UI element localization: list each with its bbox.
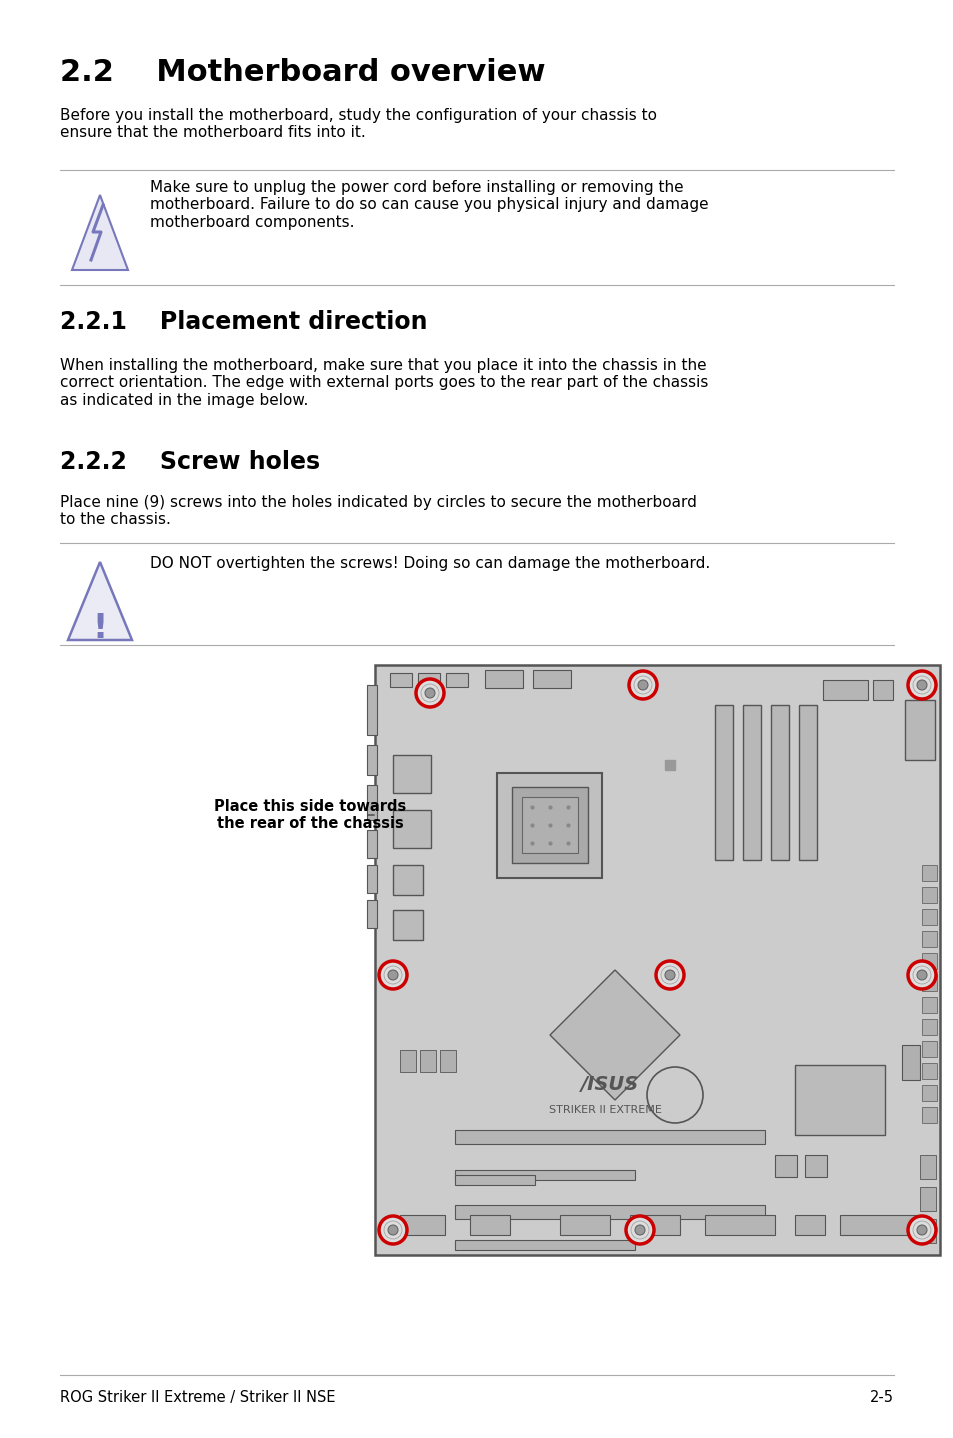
FancyBboxPatch shape	[921, 909, 936, 925]
Circle shape	[378, 1217, 407, 1244]
Circle shape	[916, 1225, 926, 1235]
FancyBboxPatch shape	[417, 673, 439, 687]
FancyBboxPatch shape	[921, 1107, 936, 1123]
Circle shape	[907, 1217, 935, 1244]
FancyBboxPatch shape	[393, 910, 422, 940]
FancyBboxPatch shape	[921, 1063, 936, 1078]
FancyBboxPatch shape	[367, 785, 376, 820]
FancyBboxPatch shape	[399, 1215, 444, 1235]
FancyBboxPatch shape	[367, 684, 376, 735]
FancyBboxPatch shape	[704, 1215, 774, 1235]
FancyBboxPatch shape	[872, 680, 892, 700]
FancyBboxPatch shape	[840, 1215, 919, 1235]
FancyBboxPatch shape	[367, 900, 376, 928]
Circle shape	[638, 680, 647, 690]
Circle shape	[378, 961, 407, 989]
Circle shape	[656, 961, 683, 989]
FancyBboxPatch shape	[921, 930, 936, 948]
Polygon shape	[68, 562, 132, 640]
FancyBboxPatch shape	[794, 1215, 824, 1235]
FancyBboxPatch shape	[367, 830, 376, 858]
FancyBboxPatch shape	[367, 745, 376, 775]
FancyBboxPatch shape	[921, 866, 936, 881]
FancyBboxPatch shape	[921, 1020, 936, 1035]
Text: 2.2.2    Screw holes: 2.2.2 Screw holes	[60, 450, 320, 475]
FancyBboxPatch shape	[921, 887, 936, 903]
FancyBboxPatch shape	[367, 866, 376, 893]
FancyBboxPatch shape	[399, 1050, 416, 1071]
FancyBboxPatch shape	[375, 664, 939, 1255]
Circle shape	[664, 971, 675, 981]
FancyBboxPatch shape	[921, 1041, 936, 1057]
FancyBboxPatch shape	[799, 705, 816, 860]
Circle shape	[625, 1217, 654, 1244]
FancyBboxPatch shape	[804, 1155, 826, 1176]
FancyBboxPatch shape	[512, 787, 587, 863]
FancyBboxPatch shape	[455, 1130, 764, 1145]
Text: /ISUS: /ISUS	[580, 1076, 639, 1094]
Circle shape	[916, 680, 926, 690]
Text: Place this side towards
the rear of the chassis: Place this side towards the rear of the …	[213, 798, 406, 831]
FancyBboxPatch shape	[714, 705, 732, 860]
Polygon shape	[71, 196, 128, 270]
FancyBboxPatch shape	[455, 1175, 535, 1185]
Text: When installing the motherboard, make sure that you place it into the chassis in: When installing the motherboard, make su…	[60, 358, 708, 408]
FancyBboxPatch shape	[921, 997, 936, 1012]
Text: 2.2.1    Placement direction: 2.2.1 Placement direction	[60, 311, 427, 334]
Text: !: !	[92, 611, 108, 644]
Circle shape	[907, 961, 935, 989]
FancyBboxPatch shape	[446, 673, 468, 687]
FancyBboxPatch shape	[455, 1240, 635, 1250]
FancyBboxPatch shape	[439, 1050, 456, 1071]
FancyBboxPatch shape	[455, 1171, 635, 1181]
Circle shape	[907, 672, 935, 699]
Circle shape	[916, 971, 926, 981]
FancyBboxPatch shape	[393, 755, 431, 792]
FancyBboxPatch shape	[497, 772, 602, 877]
Circle shape	[388, 1225, 397, 1235]
Text: Place nine (9) screws into the holes indicated by circles to secure the motherbo: Place nine (9) screws into the holes ind…	[60, 495, 696, 528]
FancyBboxPatch shape	[921, 953, 936, 969]
FancyBboxPatch shape	[533, 670, 571, 687]
Text: ROG Striker II Extreme / Striker II NSE: ROG Striker II Extreme / Striker II NSE	[60, 1391, 335, 1405]
FancyBboxPatch shape	[822, 680, 867, 700]
Circle shape	[388, 971, 397, 981]
FancyBboxPatch shape	[921, 1086, 936, 1102]
FancyBboxPatch shape	[901, 1045, 919, 1080]
FancyBboxPatch shape	[390, 673, 412, 687]
Text: STRIKER II EXTREME: STRIKER II EXTREME	[548, 1104, 660, 1114]
Text: 2-5: 2-5	[869, 1391, 893, 1405]
FancyBboxPatch shape	[770, 705, 788, 860]
FancyBboxPatch shape	[484, 670, 522, 687]
FancyBboxPatch shape	[470, 1215, 510, 1235]
Circle shape	[424, 687, 435, 697]
FancyBboxPatch shape	[455, 1205, 764, 1219]
FancyBboxPatch shape	[794, 1066, 884, 1135]
FancyBboxPatch shape	[629, 1215, 679, 1235]
Text: Before you install the motherboard, study the configuration of your chassis to
e: Before you install the motherboard, stud…	[60, 108, 657, 141]
FancyBboxPatch shape	[742, 705, 760, 860]
Text: DO NOT overtighten the screws! Doing so can damage the motherboard.: DO NOT overtighten the screws! Doing so …	[150, 557, 709, 571]
FancyBboxPatch shape	[921, 975, 936, 991]
FancyBboxPatch shape	[521, 797, 578, 853]
FancyBboxPatch shape	[419, 1050, 436, 1071]
Circle shape	[628, 672, 657, 699]
FancyBboxPatch shape	[559, 1215, 609, 1235]
FancyBboxPatch shape	[919, 1219, 935, 1242]
FancyBboxPatch shape	[904, 700, 934, 761]
FancyBboxPatch shape	[393, 866, 422, 894]
Text: 2.2    Motherboard overview: 2.2 Motherboard overview	[60, 58, 545, 88]
FancyBboxPatch shape	[919, 1186, 935, 1211]
Circle shape	[416, 679, 443, 707]
FancyBboxPatch shape	[919, 1155, 935, 1179]
FancyBboxPatch shape	[393, 810, 431, 848]
Text: Make sure to unplug the power cord before installing or removing the
motherboard: Make sure to unplug the power cord befor…	[150, 180, 708, 230]
Circle shape	[635, 1225, 644, 1235]
FancyBboxPatch shape	[774, 1155, 796, 1176]
Polygon shape	[550, 971, 679, 1100]
